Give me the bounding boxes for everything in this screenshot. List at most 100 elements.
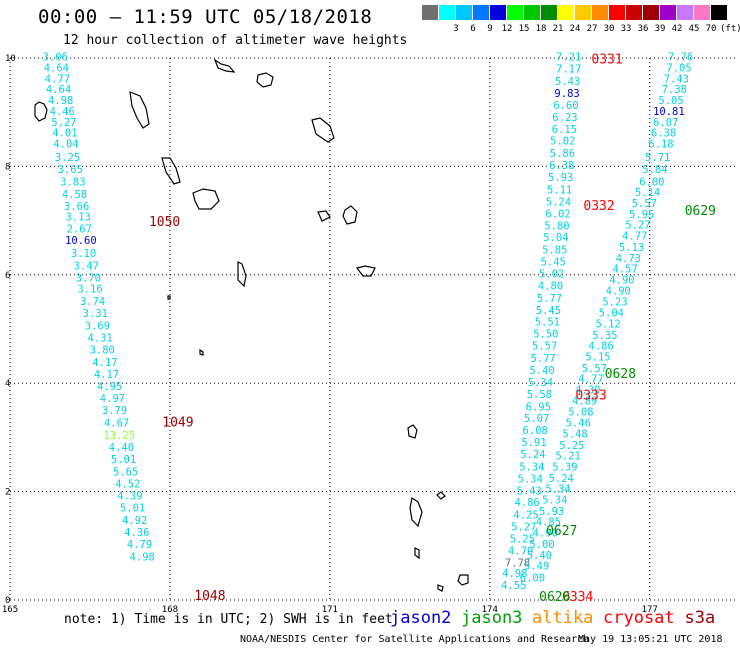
legend-swatch: [541, 5, 557, 20]
wave-height-value: 6.60: [553, 100, 578, 112]
legend-label: 6: [470, 24, 476, 34]
wave-height-value: 5.14: [635, 187, 660, 199]
wave-height-value: 5.46: [566, 418, 591, 430]
wave-height-value: 3.47: [74, 260, 99, 272]
wave-height-value: 3.70: [76, 272, 101, 284]
wave-height-value: 4.90: [606, 285, 631, 297]
pass-number-label: 1049: [162, 416, 193, 431]
wave-height-value: 4.64: [44, 63, 69, 75]
wave-height-value: 5.40: [529, 365, 554, 377]
wave-height-value: 5.34: [545, 484, 570, 496]
map-subtitle: 12 hour collection of altimeter wave hei…: [63, 33, 408, 48]
wave-height-value: 4.64: [46, 84, 71, 96]
wave-height-value: 5.57: [582, 363, 607, 375]
wave-height-value: 5.39: [552, 461, 577, 473]
wave-height-value: 5.40: [527, 550, 552, 562]
wave-height-value: 6.00: [520, 573, 545, 585]
wave-height-value: 5.43: [555, 76, 580, 88]
wave-height-value: 5.05: [658, 95, 683, 107]
legend-swatch: [609, 5, 625, 20]
legend-label: 70: [705, 24, 717, 34]
wave-height-value: 4.57: [613, 264, 638, 276]
legend-swatch: [575, 5, 591, 20]
wave-height-value: 5.34: [528, 377, 553, 389]
wave-height-value: 5.07: [524, 413, 549, 425]
wave-height-value: 5.24: [520, 449, 545, 461]
wave-height-value: 5.77: [537, 293, 562, 305]
wave-height-value: 5.58: [527, 389, 552, 401]
island-outline: [192, 188, 220, 210]
wave-height-value: 4.01: [52, 128, 77, 140]
legend-label: 36: [637, 24, 649, 34]
satellite-altika: altika: [532, 608, 594, 628]
island-outline: [355, 265, 376, 277]
wave-height-value: 4.98: [130, 551, 155, 563]
wave-height-value: 5.50: [533, 329, 558, 341]
wave-height-value: 7.17: [556, 64, 581, 76]
track-middle: 7.217.175.439.836.606.236.155.025.866.38…: [501, 52, 581, 592]
pass-number-label: 0627: [546, 524, 577, 539]
wave-height-value: 4.58: [62, 189, 87, 201]
wave-height-value: 5.57: [632, 198, 657, 210]
pass-number-label: 0628: [605, 367, 636, 382]
wave-height-value: 6.38: [549, 160, 574, 172]
generated-timestamp: May 19 13:05:21 UTC 2018: [578, 634, 723, 645]
wave-height-value: 4.92: [122, 515, 147, 527]
island-outline: [317, 210, 331, 222]
island-outline: [199, 348, 204, 356]
y-tick-label: 10: [5, 54, 16, 64]
wave-height-value: 5.93: [548, 172, 573, 184]
wave-height-value: 5.85: [542, 245, 567, 257]
wave-height-value: 5.34: [519, 461, 544, 473]
legend-label: 24: [569, 24, 581, 34]
wave-height-value: 5.80: [544, 220, 569, 232]
wave-height-value: 5.95: [629, 209, 654, 221]
wave-height-value: 7.21: [556, 52, 581, 64]
wave-height-value: 5.02: [550, 136, 575, 148]
wave-height-value: 4.77: [622, 231, 647, 243]
wave-height-value: 5.91: [521, 437, 546, 449]
legend-unit: (ft): [720, 24, 740, 34]
island-outlines: [34, 58, 469, 592]
pass-number-label: 0333: [575, 388, 606, 403]
wave-height-value: 6.23: [552, 112, 577, 124]
legend-swatch: [677, 5, 693, 20]
wave-height-value: 5.01: [120, 503, 145, 515]
wave-height-value: 5.04: [543, 232, 568, 244]
wave-height-value: 5.11: [547, 185, 572, 197]
pass-number-label: 0334: [562, 590, 593, 605]
wave-height-value: 5.08: [568, 407, 593, 419]
wave-height-value: 3.25: [55, 152, 80, 164]
legend-swatch: [422, 5, 438, 20]
wave-height-value: 4.90: [609, 274, 634, 286]
wave-height-value: 4.90: [533, 528, 558, 540]
wave-height-value: 5.24: [546, 196, 571, 208]
pass-number-label: 0332: [583, 199, 614, 214]
legend-swatch: [507, 5, 523, 20]
legend-label: 3: [453, 24, 459, 34]
pass-number-label: 1048: [194, 589, 225, 604]
island-outline: [311, 117, 335, 143]
wave-height-value: 7.78: [505, 557, 530, 569]
wave-height-value: 4.36: [124, 527, 149, 539]
wave-height-value: 4.46: [50, 106, 75, 118]
island-outline: [129, 91, 150, 129]
legend-label: 21: [552, 24, 564, 34]
wave-height-value: 5.27: [511, 522, 536, 534]
satellite-jason2: jason2: [390, 608, 452, 628]
legend-swatch: [694, 5, 710, 20]
wave-height-value: 3.13: [66, 212, 91, 224]
wave-height-value: 5.21: [555, 451, 580, 463]
wave-height-value: 5.01: [111, 454, 136, 466]
wave-height-value: 5.27: [51, 117, 76, 129]
wave-height-value: 3.69: [85, 321, 110, 333]
island-outline: [407, 424, 418, 439]
wave-height-value: 4.89: [572, 395, 597, 407]
wave-height-value: 7.05: [666, 63, 691, 75]
x-tick-label: 165: [2, 605, 18, 615]
wave-height-value: 5.48: [562, 428, 587, 440]
wave-height-value: 5.86: [550, 148, 575, 160]
wave-height-value: 5.45: [536, 305, 561, 317]
wave-height-value: 5.23: [602, 297, 627, 309]
